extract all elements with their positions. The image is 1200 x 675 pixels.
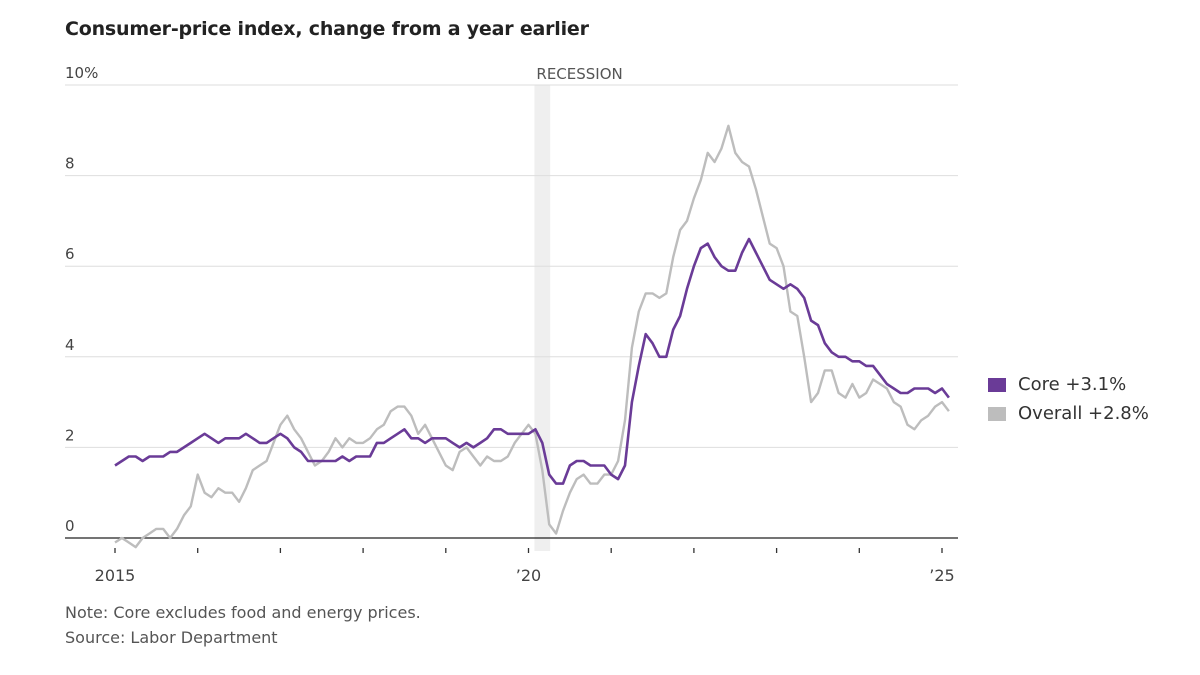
x-tick-label: ’20 xyxy=(516,566,541,585)
x-tick-label: ’25 xyxy=(929,566,954,585)
y-tick-label: 4 xyxy=(65,336,75,354)
chart-source: Source: Labor Department xyxy=(65,628,278,647)
chart-plot: RECESSION 0 2 4 6 8 10% 2015 ’20 ’25 xyxy=(65,64,958,585)
legend-swatch-overall xyxy=(988,406,1006,421)
legend-item-overall: Overall +2.8% xyxy=(988,403,1149,424)
x-tick-label: 2015 xyxy=(95,566,136,585)
chart-note: Note: Core excludes food and energy pric… xyxy=(65,603,421,622)
series-line-overall xyxy=(114,124,950,549)
y-tick-label: 10% xyxy=(65,64,98,82)
series-line-core xyxy=(114,237,950,485)
y-tick-label: 0 xyxy=(65,517,75,535)
recession-band xyxy=(534,85,551,551)
y-tick-label: 6 xyxy=(65,245,75,263)
chart-title: Consumer-price index, change from a year… xyxy=(65,18,589,40)
legend-swatch-core xyxy=(988,377,1006,392)
legend-item-core: Core +3.1% xyxy=(988,374,1126,395)
recession-label: RECESSION xyxy=(536,65,622,83)
y-tick-label: 2 xyxy=(65,426,75,444)
y-tick-label: 8 xyxy=(65,155,75,173)
legend-label-overall: Overall +2.8% xyxy=(1018,403,1149,424)
legend-label-core: Core +3.1% xyxy=(1018,374,1127,395)
